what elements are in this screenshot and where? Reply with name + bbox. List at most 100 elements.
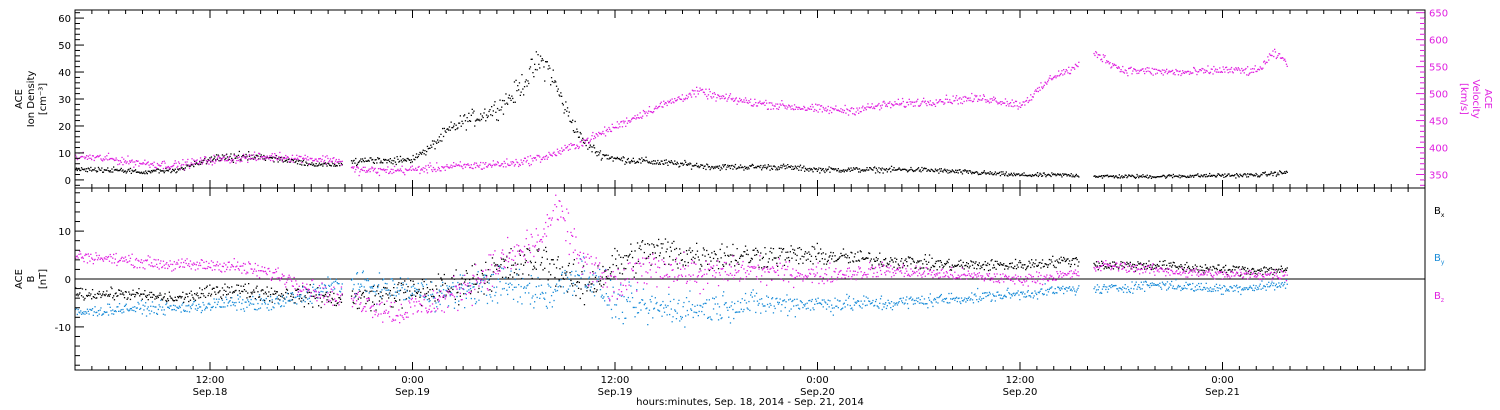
by-series-point [519, 296, 521, 298]
ion-density-series-point [1225, 176, 1227, 178]
by-series-point [521, 303, 523, 305]
ion-density-series-point [977, 173, 980, 176]
bx-series-point [635, 272, 637, 274]
ion-density-series-point [187, 164, 189, 166]
by-series-point [610, 308, 613, 311]
velocity-series-point [1065, 69, 1067, 71]
velocity-series-point [286, 156, 289, 158]
ion-density-series-point [844, 169, 846, 171]
velocity-series-point [1200, 69, 1202, 72]
ion-density-series-point [684, 159, 686, 162]
ion-density-series-point [616, 156, 618, 159]
ion-density-series-point [923, 167, 926, 169]
bx-series-point [616, 250, 618, 252]
ion-density-series-point [90, 166, 92, 169]
velocity-series-point [784, 107, 786, 109]
ion-density-series-point [815, 168, 818, 170]
ion-density-series-point [748, 168, 750, 170]
velocity-series-point [80, 155, 83, 158]
ion-density-series-point [121, 170, 123, 172]
ion-density-series-point [162, 170, 165, 172]
velocity-series-point [377, 168, 380, 170]
bx-series-point [102, 293, 104, 295]
velocity-series-point [638, 117, 640, 119]
by-series-point [550, 286, 552, 288]
bx-series-point [341, 294, 343, 296]
bx-series-point [960, 264, 963, 266]
ion-density-series-point [839, 169, 841, 172]
velocity-series-point [117, 163, 119, 166]
bx-series-point [1240, 274, 1242, 276]
ion-density-series-point [606, 158, 608, 160]
ion-density-series-point [97, 166, 100, 169]
velocity-series-point [228, 156, 230, 158]
ion-density-series-point [1027, 174, 1029, 177]
bx-series-point [228, 287, 230, 289]
by-series-point [576, 285, 578, 287]
bx-series-point [544, 267, 546, 269]
velocity-series-point [798, 106, 800, 108]
bx-series-point [699, 268, 701, 270]
by-series-point [87, 310, 89, 312]
bx-series-point [134, 294, 137, 296]
velocity-series-point [76, 158, 78, 161]
bx-series-point [1111, 265, 1113, 268]
by-series-point [512, 289, 514, 291]
ion-density-series-point [118, 169, 120, 172]
velocity-series-point [1205, 69, 1207, 72]
bx-series-point [650, 264, 652, 266]
velocity-series-point [317, 160, 319, 163]
bx-series-point [707, 253, 710, 256]
ion-density-series-point [117, 170, 119, 172]
bx-series-point [526, 248, 528, 250]
bx-series-point [926, 263, 928, 265]
bx-series-point [643, 251, 645, 254]
ion-density-series-point [324, 162, 327, 164]
ion-density-series-point [675, 163, 678, 166]
by-series-point [117, 306, 119, 308]
ion-density-series-point [545, 61, 548, 63]
bx-series-point [786, 257, 788, 259]
velocity-series-point [1156, 72, 1158, 74]
ion-density-series-point [1032, 175, 1034, 177]
by-series-point [364, 279, 366, 281]
bx-series-point [806, 252, 808, 254]
ion-density-series-point [1163, 174, 1165, 177]
ion-density-series-point [611, 156, 613, 158]
ion-density-series-point [532, 72, 534, 74]
velocity-series-point [237, 159, 240, 162]
velocity-series-point [933, 103, 935, 105]
by-series-point [453, 307, 456, 309]
by-series-point [176, 306, 178, 308]
bx-series-point [285, 288, 288, 290]
ion-density-series-point [527, 80, 529, 82]
by-series-point [599, 289, 602, 291]
bx-series-point [836, 258, 839, 261]
by-series-point [188, 311, 191, 313]
velocity-series-point [879, 105, 882, 107]
ion-density-series-point [919, 169, 921, 171]
by-series-point [389, 295, 391, 297]
bx-series-point [1177, 268, 1180, 270]
velocity-series-point [914, 105, 916, 107]
velocity-series-point [315, 158, 317, 160]
velocity-series-point [1099, 54, 1101, 56]
ion-density-series-point [737, 167, 739, 169]
bx-series-point [638, 247, 640, 249]
velocity-series-point [186, 161, 188, 163]
velocity-series-point [957, 103, 959, 105]
by-series-point [272, 306, 274, 308]
ion-density-series-point [1099, 175, 1101, 178]
ion-density-series-point [1132, 175, 1134, 177]
bx-series-point [136, 292, 138, 294]
ion-density-series-point [1106, 174, 1109, 176]
by-series-point [243, 310, 246, 312]
bx-series-point [882, 264, 884, 266]
velocity-series-point [1121, 70, 1123, 73]
bx-series-point [561, 274, 563, 276]
velocity-series-point [231, 161, 233, 163]
velocity-series-point [776, 108, 778, 110]
ion-density-series-point [318, 162, 321, 164]
ion-density-series-point [555, 85, 558, 87]
ion-density-series-point [1246, 176, 1248, 178]
